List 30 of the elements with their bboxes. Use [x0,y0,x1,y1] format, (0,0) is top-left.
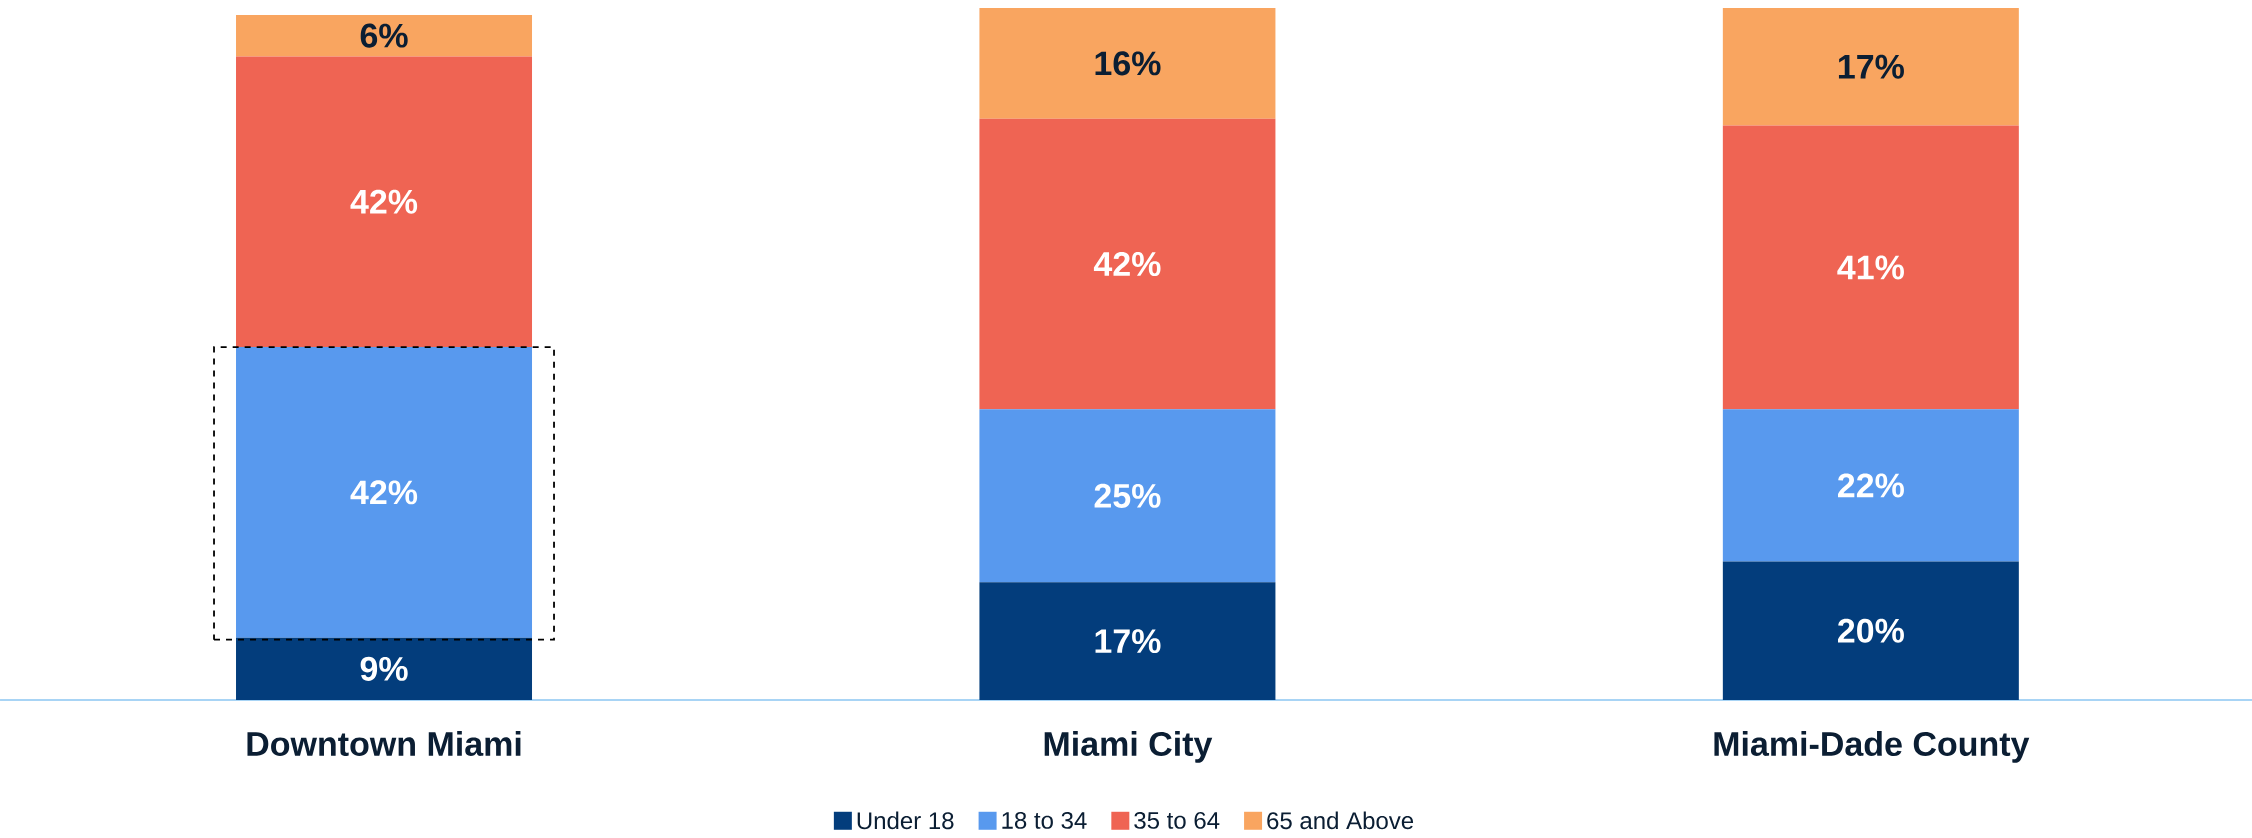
legend-label: 18 to 34 [1002,811,1087,829]
bar [1722,125,2019,410]
data-label: 17% [1095,629,1161,654]
bar [236,637,533,700]
bar [979,409,1276,583]
data-label: 6% [360,23,408,48]
data-label: 42% [350,480,418,505]
data-label: 20% [1838,618,1904,643]
data-label: 17% [1838,54,1904,79]
data-label: 22% [1838,473,1904,498]
data-label: 25% [1094,483,1161,508]
x-tick-label: Miami City [1044,731,1213,763]
bar [979,7,1276,119]
bar [979,118,1276,410]
data-label: 9% [360,656,408,681]
bar [1722,409,2019,562]
x-tick-label: Downtown Miami [247,731,521,757]
bar [979,582,1276,700]
data-label: 42% [350,189,418,214]
data-label: 16% [1095,51,1161,76]
legend-label: 65 and Above [1267,811,1414,830]
data-label: 42% [1093,252,1161,277]
data-label: 41% [1837,255,1904,280]
bar [236,56,533,348]
bar [1722,561,2019,700]
legend-label: Under 18 [857,811,954,830]
bar [236,14,533,57]
legend-label: 35 to 64 [1134,811,1220,829]
bar [1722,7,2019,126]
x-tick-label: Miami-Dade County [1714,731,2030,763]
